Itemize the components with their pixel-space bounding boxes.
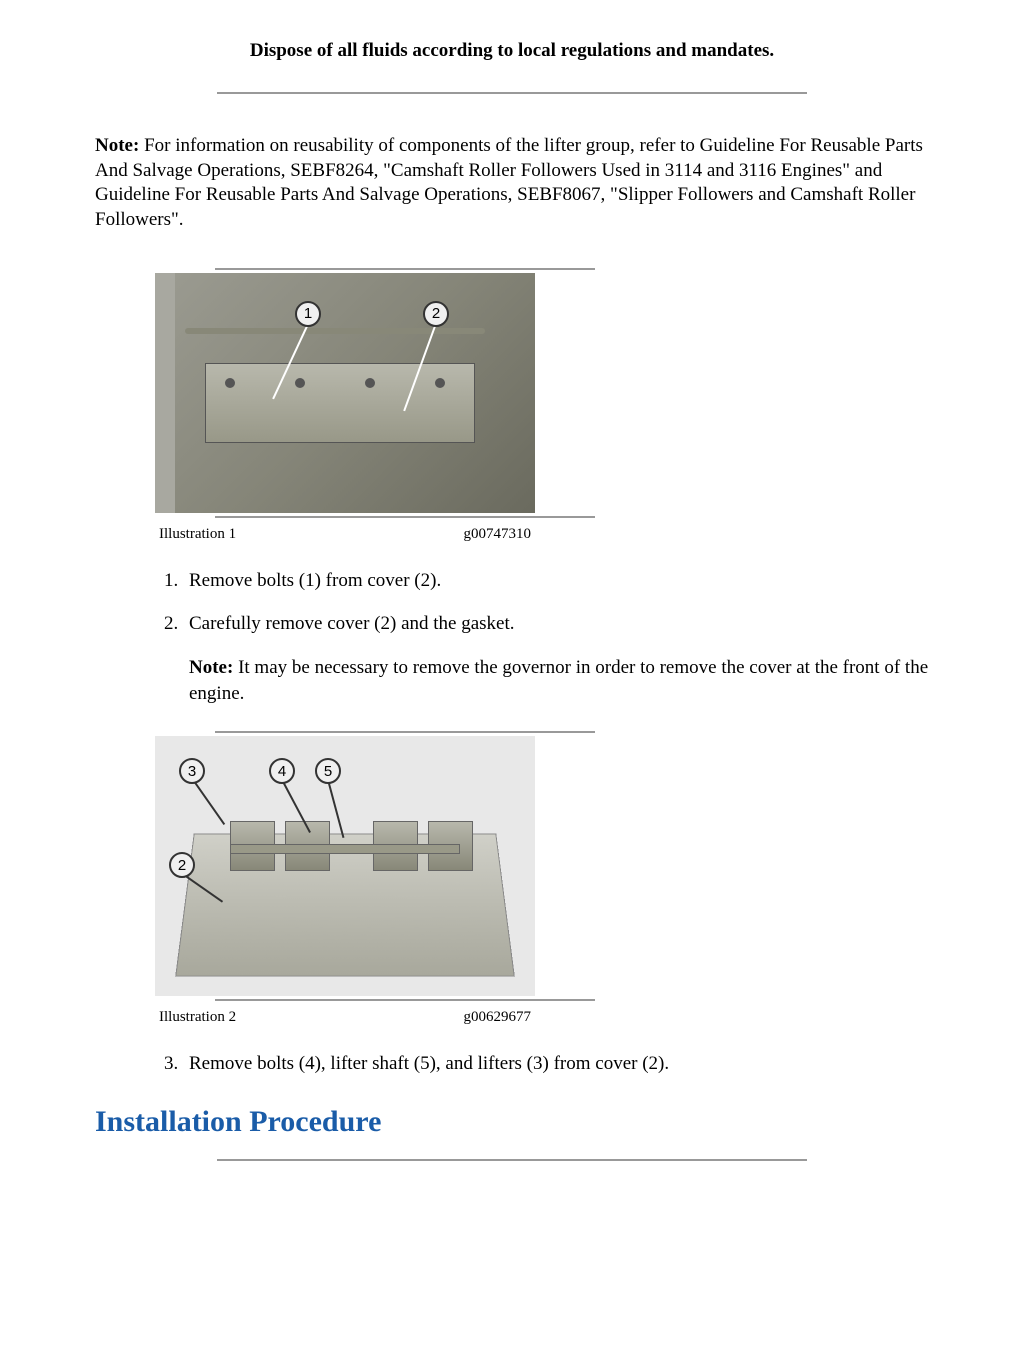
illustration-2-image: 3 4 5 2 — [155, 736, 535, 996]
engine-panel-shape — [205, 363, 475, 443]
illustration-2-code: g00629677 — [464, 1009, 532, 1026]
step-1-text: Remove bolts (1) from cover (2). — [189, 570, 441, 591]
intro-note-paragraph: Note: For information on reusability of … — [95, 134, 929, 233]
callout2-2-label: 2 — [178, 857, 186, 874]
callout-2: 2 — [423, 301, 449, 327]
step-2-note-text: It may be necessary to remove the govern… — [189, 657, 928, 704]
step-1: Remove bolts (1) from cover (2). — [183, 568, 929, 594]
step-2: Carefully remove cover (2) and the gaske… — [183, 611, 929, 706]
callout-1: 1 — [295, 301, 321, 327]
callout2-5: 5 — [315, 758, 341, 784]
engine-bolt-3 — [365, 378, 375, 388]
callout-1-label: 1 — [304, 305, 312, 322]
step-2-text: Carefully remove cover (2) and the gaske… — [189, 613, 515, 634]
steps-list-2: Remove bolts (4), lifter shaft (5), and … — [155, 1051, 929, 1077]
illustration-2-label: Illustration 2 — [159, 1009, 236, 1026]
dispose-header: Dispose of all fluids according to local… — [95, 40, 929, 62]
engine-bolt-1 — [225, 378, 235, 388]
installation-heading: Installation Procedure — [95, 1105, 929, 1139]
engine-bolt-4 — [435, 378, 445, 388]
illustration-1-image: 1 2 — [155, 273, 535, 513]
callout2-3-line — [192, 779, 225, 825]
section-divider — [217, 1159, 807, 1161]
callout2-4: 4 — [269, 758, 295, 784]
figure-1-divider-bottom — [215, 516, 595, 518]
step-3-text: Remove bolts (4), lifter shaft (5), and … — [189, 1053, 669, 1074]
callout2-5-label: 5 — [324, 763, 332, 780]
step-3: Remove bolts (4), lifter shaft (5), and … — [183, 1051, 929, 1077]
steps-list-1: Remove bolts (1) from cover (2). Careful… — [155, 568, 929, 707]
figure-2-divider-top — [215, 731, 595, 733]
engine-bar-shape — [185, 328, 485, 334]
illustration-1-code: g00747310 — [464, 526, 532, 543]
engine-bolt-2 — [295, 378, 305, 388]
figure-2-block: 3 4 5 2 Illustration 2 g00629677 — [155, 731, 929, 1026]
callout2-3: 3 — [179, 758, 205, 784]
illustration-1-label: Illustration 1 — [159, 526, 236, 543]
callout-2-label: 2 — [432, 305, 440, 322]
lifter-shaft-shape — [230, 844, 460, 854]
figure-1-divider-top — [215, 268, 595, 270]
note-label: Note: — [95, 135, 139, 156]
callout2-3-label: 3 — [188, 763, 196, 780]
figure-2-divider-bottom — [215, 999, 595, 1001]
callout2-4-label: 4 — [278, 763, 286, 780]
intro-note-text: For information on reusability of compon… — [95, 135, 923, 230]
divider-top — [217, 92, 807, 94]
step-2-note: Note: It may be necessary to remove the … — [189, 655, 929, 706]
step-2-note-label: Note: — [189, 657, 233, 678]
figure-1-block: 1 2 Illustration 1 g00747310 — [155, 268, 929, 543]
figure-2-caption: Illustration 2 g00629677 — [155, 1009, 535, 1026]
figure-1-caption: Illustration 1 g00747310 — [155, 526, 535, 543]
